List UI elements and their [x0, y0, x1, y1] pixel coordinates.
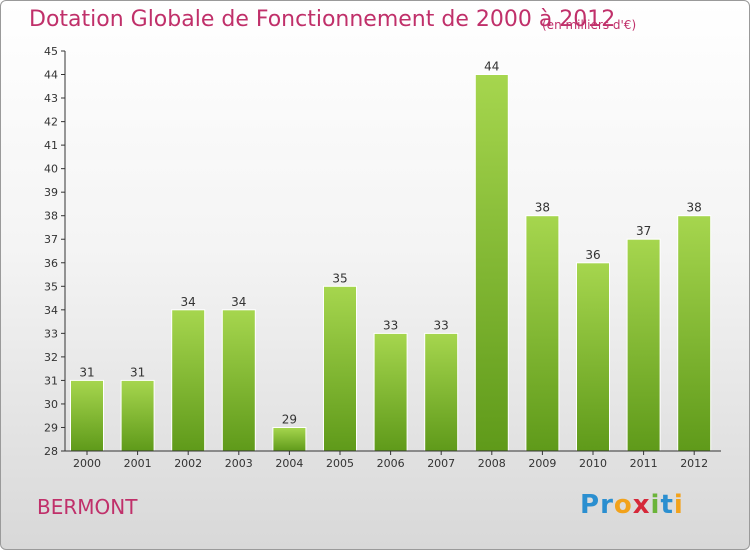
bar-2000: [70, 379, 104, 452]
chart-subtitle: (en milliers d'€): [542, 18, 637, 32]
y-tick-label: 28: [44, 445, 58, 458]
bar-value-label: 33: [383, 318, 398, 332]
y-tick-label: 36: [44, 257, 58, 270]
bar-2004: [272, 427, 307, 452]
proxiti-logo: Proxiti: [580, 490, 684, 520]
logo-letter: i: [650, 490, 661, 520]
bar-2008: [474, 74, 509, 452]
bar-value-label: 38: [687, 201, 702, 215]
y-tick-label: 45: [44, 45, 58, 58]
bar-value-label: 37: [636, 224, 651, 238]
bar-value-label: 33: [434, 318, 449, 332]
y-tick-label: 39: [44, 186, 58, 199]
y-tick-label: 33: [44, 327, 58, 340]
bar-labels: 31 31 34 34 29 35 33 33 44 38 36 37 38: [79, 60, 701, 427]
x-tick-label: 2000: [73, 457, 101, 470]
bar-2011: [626, 238, 661, 452]
y-tick-label: 30: [44, 398, 58, 411]
bar-2002: [171, 309, 206, 452]
y-tick-label: 40: [44, 163, 58, 176]
bar-2009: [525, 215, 560, 452]
x-axis: 2000 2001 2002 2003 2004 2005 2006 2007 2008 2009…: [65, 450, 721, 470]
y-tick-label: 37: [44, 233, 58, 246]
y-tick-label: 34: [44, 304, 58, 317]
bar-2007: [424, 332, 459, 452]
logo-letter: o: [613, 490, 633, 520]
chart-title: Dotation Globale de Fonctionnement de 20…: [29, 7, 616, 32]
x-tick-label: 2007: [427, 457, 455, 470]
x-tick-label: 2006: [377, 457, 405, 470]
x-tick-label: 2005: [326, 457, 354, 470]
bar-value-label: 34: [231, 295, 246, 309]
x-tick-label: 2002: [174, 457, 202, 470]
y-tick-label: 38: [44, 210, 58, 223]
y-tick-label: 32: [44, 351, 58, 364]
y-tick-label: 41: [44, 139, 58, 152]
bar-value-label: 36: [585, 248, 600, 262]
bar-value-label: 31: [130, 365, 145, 379]
bar-2012: [677, 215, 712, 452]
logo-letter: x: [632, 490, 651, 520]
logo-letter: t: [660, 490, 674, 520]
y-axis: 28 29 30 31 32 33 34 35 36 37 38 39 40 41 42 43 44 45: [44, 45, 66, 458]
bar-2001: [120, 379, 155, 452]
bar-value-label: 44: [484, 60, 499, 74]
logo-letter: P: [580, 490, 601, 520]
bar-2006: [373, 332, 408, 452]
y-tick-label: 35: [44, 280, 58, 293]
bars: [70, 74, 712, 452]
x-tick-label: 2009: [528, 457, 556, 470]
bar-value-label: 35: [332, 271, 347, 285]
bar-2003: [221, 309, 256, 452]
logo-letter: i: [673, 490, 684, 520]
y-tick-label: 43: [44, 92, 58, 105]
bar-value-label: 38: [535, 201, 550, 215]
y-tick-label: 31: [44, 374, 58, 387]
x-tick-label: 2003: [225, 457, 253, 470]
x-tick-label: 2004: [275, 457, 303, 470]
bar-value-label: 34: [181, 295, 196, 309]
x-tick-label: 2001: [124, 457, 152, 470]
y-tick-label: 44: [44, 69, 58, 82]
x-tick-label: 2012: [680, 457, 708, 470]
y-tick-label: 29: [44, 421, 58, 434]
bar-2010: [576, 262, 610, 452]
x-tick-label: 2010: [579, 457, 607, 470]
commune-name: BERMONT: [37, 495, 138, 519]
logo-letter: r: [600, 490, 614, 520]
bar-value-label: 29: [282, 413, 297, 427]
y-tick-label: 42: [44, 116, 58, 129]
x-tick-label: 2011: [630, 457, 658, 470]
bar-2005: [323, 285, 357, 452]
x-tick-label: 2008: [478, 457, 506, 470]
bar-value-label: 31: [79, 365, 94, 379]
